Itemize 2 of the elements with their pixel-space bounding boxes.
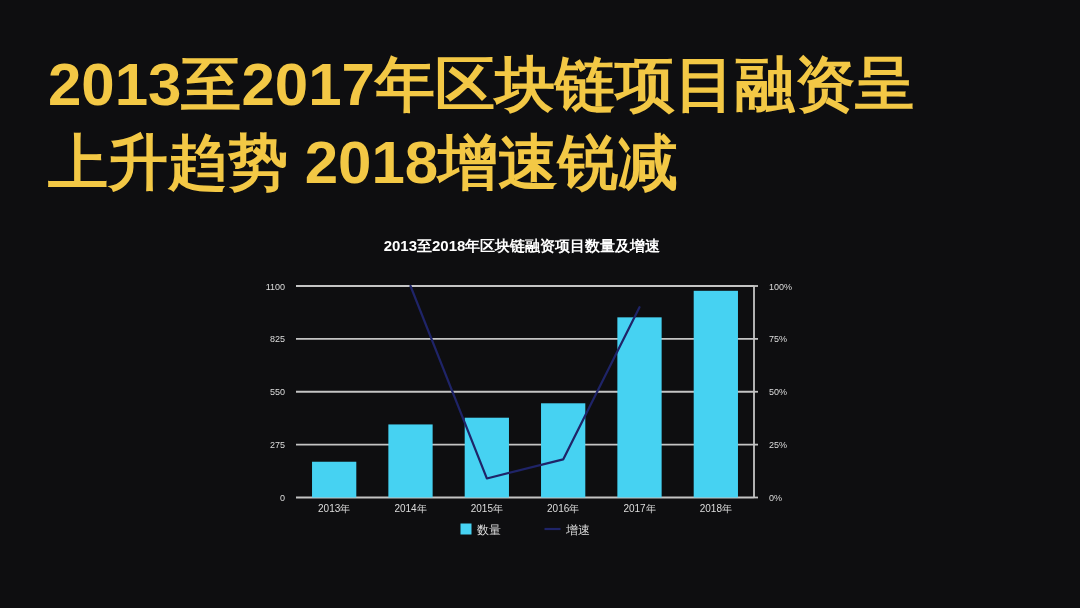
title: 2013至2017年区块链项目融资呈上升趋势 2018增速锐减: [48, 50, 916, 198]
subtitle: 2013至2018年区块链融资项目数量及增速: [383, 237, 661, 254]
